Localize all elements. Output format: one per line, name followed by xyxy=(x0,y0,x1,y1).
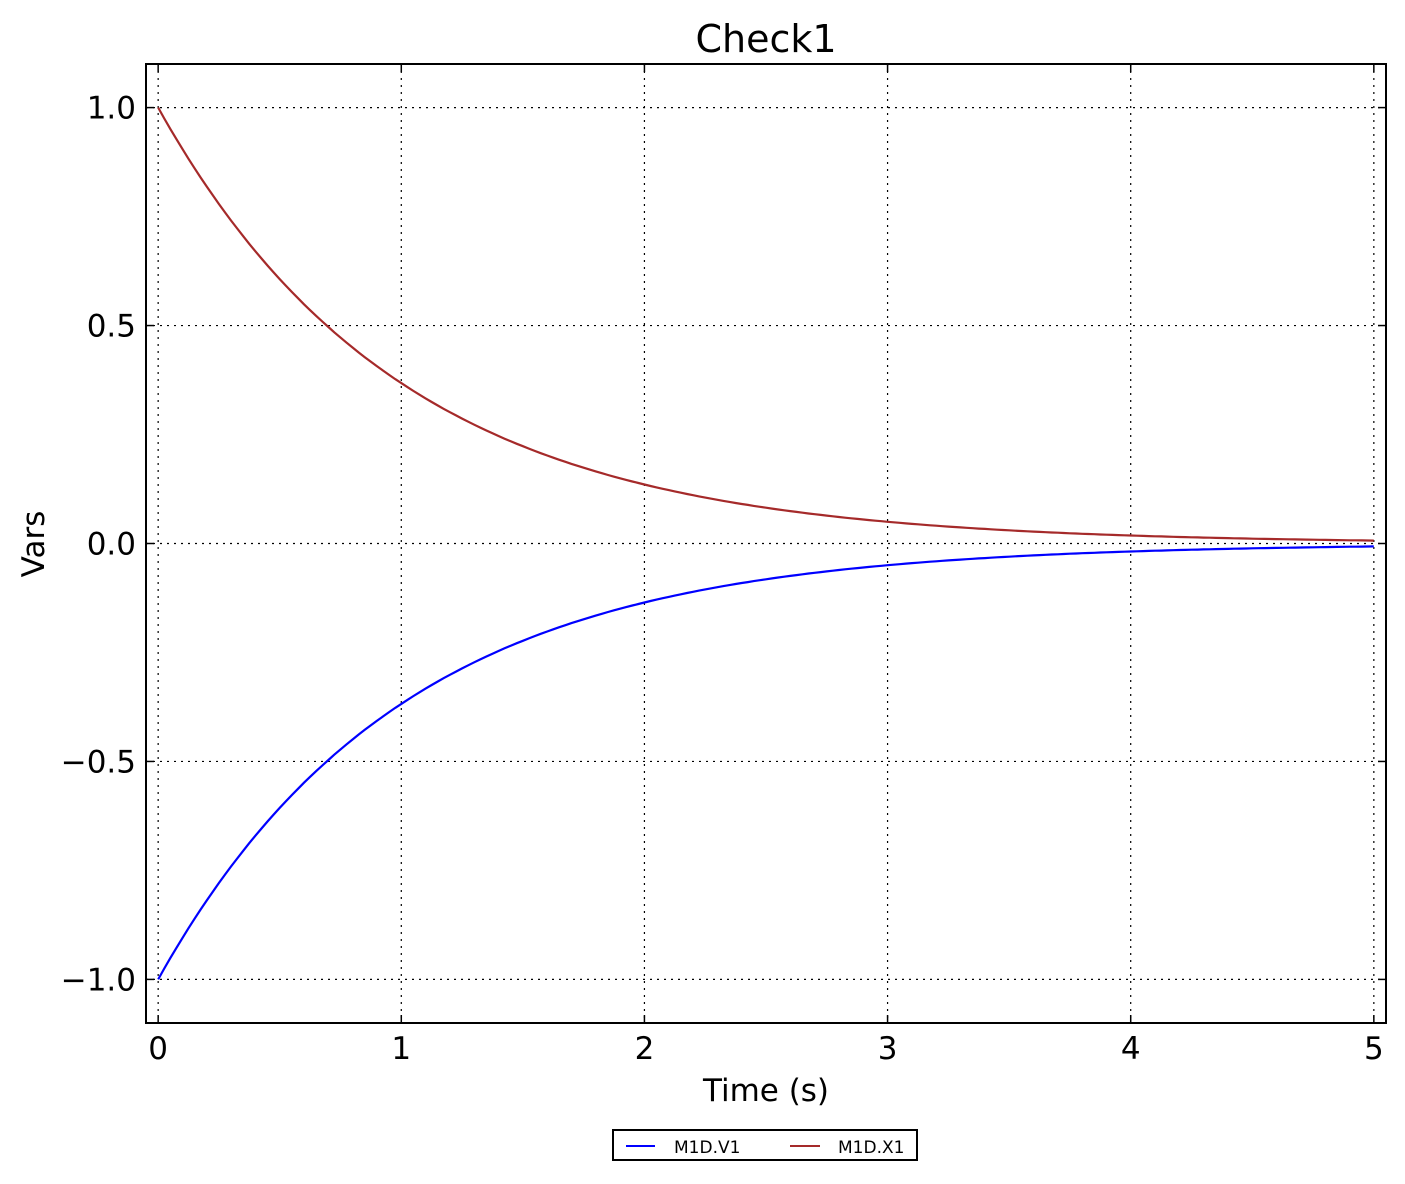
legend: M1D.V1 M1D.X1 xyxy=(612,1129,918,1161)
legend-label-x1: M1D.X1 xyxy=(838,1138,904,1158)
series-group xyxy=(157,107,1374,980)
y-tick-label: 1.0 xyxy=(87,91,136,127)
plot-frame xyxy=(145,63,1387,1024)
ticks: 0 1 2 3 4 5 1.0 0.5 0.0 −0.5 −1.0 xyxy=(61,64,1386,1067)
series-line-m1d-x1 xyxy=(157,107,1374,542)
x-tick-label: 1 xyxy=(391,1031,411,1067)
x-tick-label: 0 xyxy=(148,1031,168,1067)
y-axis-label: Vars xyxy=(16,511,52,578)
x-tick-label: 3 xyxy=(878,1031,898,1067)
y-tick-label: 0.5 xyxy=(87,309,136,345)
y-tick-label: −0.5 xyxy=(61,744,136,780)
chart-title: Check1 xyxy=(695,17,836,61)
x-axis-label: Time (s) xyxy=(702,1073,829,1109)
legend-label-v1: M1D.V1 xyxy=(674,1138,740,1158)
y-tick-label: −1.0 xyxy=(61,962,136,998)
series-line-m1d-v1 xyxy=(157,545,1374,980)
y-tick-label: 0.0 xyxy=(87,527,136,563)
grid xyxy=(146,64,1386,1023)
x-tick-label: 2 xyxy=(635,1031,655,1067)
x-tick-label: 4 xyxy=(1121,1031,1141,1067)
x-tick-label: 5 xyxy=(1364,1031,1384,1067)
legend-box xyxy=(612,1129,918,1161)
